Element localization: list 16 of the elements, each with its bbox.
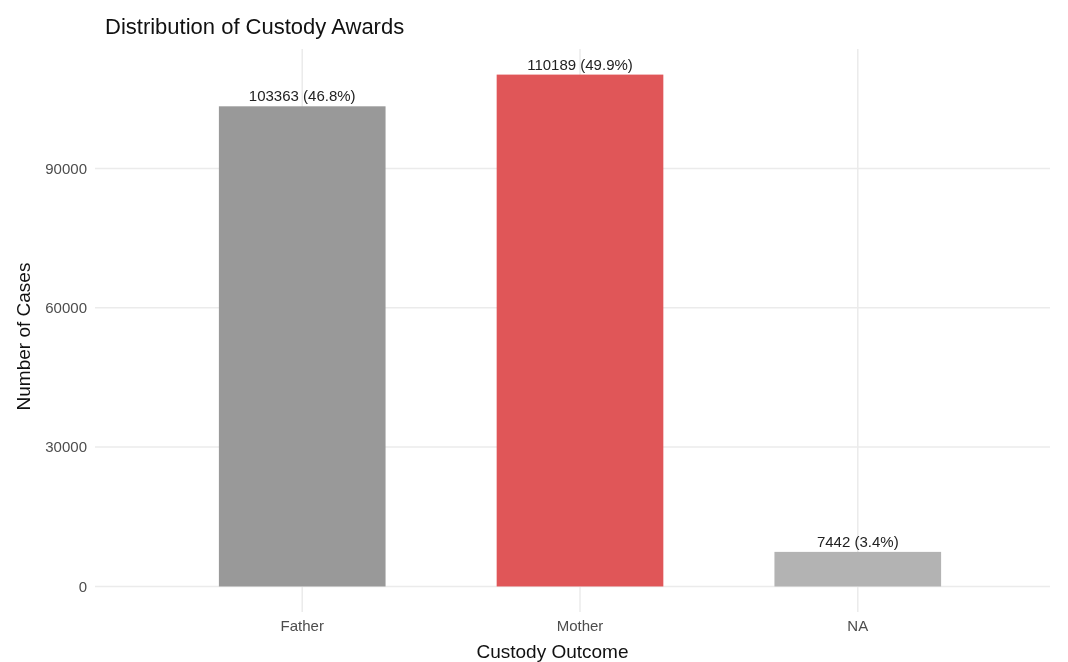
x-tick-label: Mother <box>556 616 604 634</box>
data-label: 103363 (46.8%) <box>248 87 356 105</box>
y-tick-label: 30000 <box>45 438 87 456</box>
x-tick-label: Father <box>280 616 324 634</box>
y-axis-title: Number of Cases <box>13 262 34 411</box>
bar <box>496 74 664 587</box>
bar <box>218 106 386 587</box>
x-axis-title: Custody Outcome <box>476 641 629 662</box>
y-tick-label: 0 <box>78 577 87 595</box>
data-label: 7442 (3.4%) <box>816 532 899 550</box>
x-tick-label: NA <box>847 616 869 634</box>
y-tick-label: 60000 <box>45 299 87 317</box>
chart-title: Distribution of Custody Awards <box>105 14 405 39</box>
data-label: 110189 (49.9%) <box>527 55 633 73</box>
y-tick-label: 90000 <box>45 159 87 177</box>
bar <box>774 551 942 587</box>
